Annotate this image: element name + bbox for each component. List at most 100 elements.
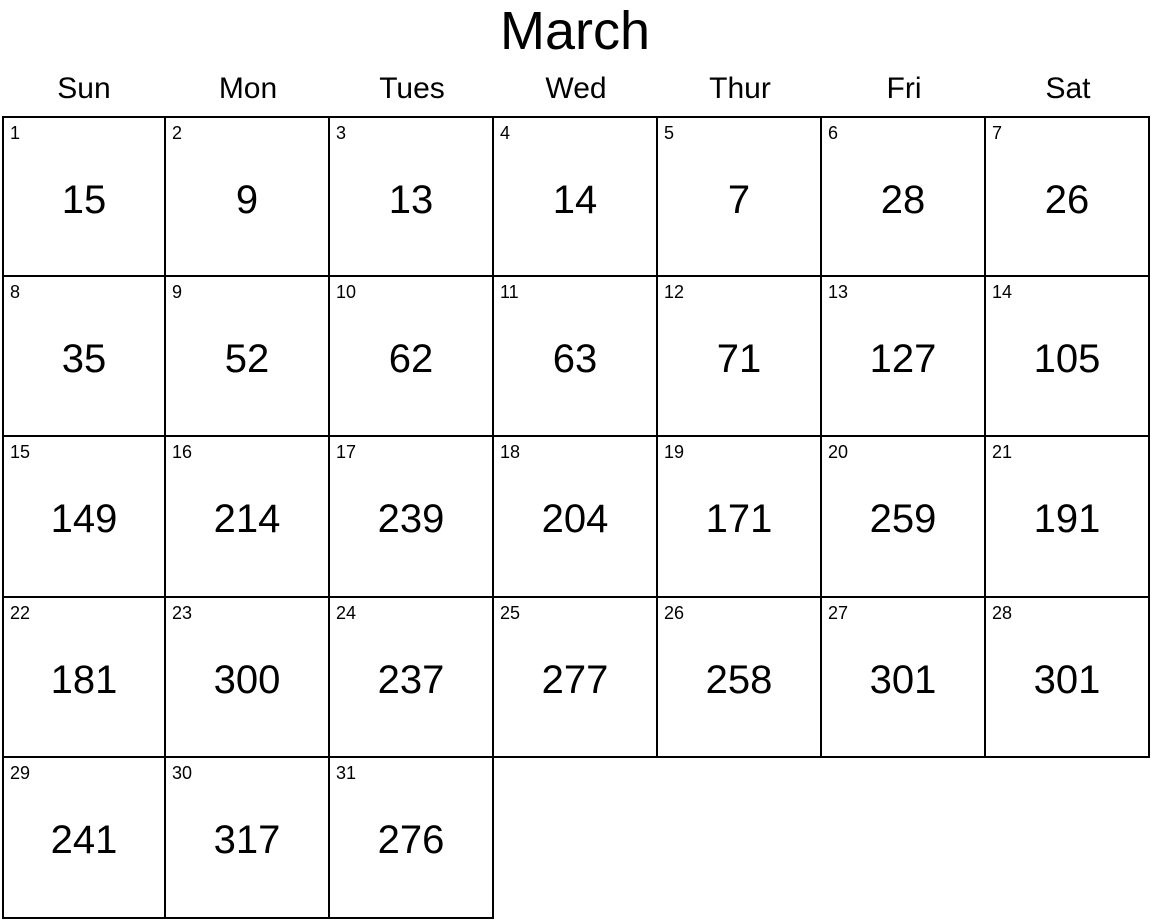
day-number: 3 — [336, 123, 347, 143]
day-number: 27 — [828, 602, 849, 623]
calendar-day-cell: 19 171 — [658, 437, 822, 598]
calendar-day-cell: 26 258 — [658, 597, 822, 758]
day-number: 22 — [10, 602, 31, 623]
day-value: 14 — [552, 178, 598, 222]
day-number: 19 — [664, 442, 685, 462]
day-number: 14 — [992, 281, 1013, 302]
day-value: 9 — [235, 178, 259, 222]
calendar-day-cell: 4 14 — [494, 116, 658, 277]
day-number: 2 — [172, 123, 183, 143]
day-number: 9 — [172, 281, 183, 302]
calendar-day-cell: 7 26 — [986, 116, 1150, 277]
day-number: 20 — [828, 442, 849, 462]
day-number: 7 — [992, 123, 1003, 143]
day-value: 241 — [50, 818, 118, 862]
day-number: 16 — [172, 442, 193, 462]
day-value: 52 — [224, 336, 270, 381]
day-number: 24 — [336, 602, 357, 623]
calendar-day-cell: 31 276 — [330, 758, 494, 919]
day-value: 62 — [388, 336, 434, 381]
calendar-day-cell: 28 301 — [986, 597, 1150, 758]
calendar-day-cell: 1 15 — [2, 116, 166, 277]
day-number: 28 — [992, 602, 1013, 623]
day-value: 214 — [213, 497, 281, 541]
calendar-day-cell: 11 63 — [494, 276, 658, 437]
day-value: 276 — [377, 818, 445, 862]
day-number: 8 — [10, 281, 21, 302]
day-number: 6 — [828, 123, 839, 143]
weekday-label-fri: Fri — [886, 72, 922, 105]
day-value: 105 — [1033, 336, 1101, 381]
calendar-day-cell: 10 62 — [330, 276, 494, 437]
day-value: 15 — [61, 178, 107, 222]
calendar-day-cell: 14 105 — [986, 276, 1150, 437]
day-value: 171 — [705, 497, 773, 541]
day-value: 26 — [1044, 178, 1090, 222]
calendar-day-cell: 3 13 — [330, 116, 494, 277]
day-value: 301 — [869, 657, 937, 702]
day-value: 301 — [1033, 657, 1101, 702]
calendar-day-cell: 29 241 — [2, 758, 166, 919]
weekday-label-mon: Mon — [218, 72, 278, 105]
day-value: 149 — [50, 497, 118, 541]
calendar-day-cell: 21 191 — [986, 437, 1150, 598]
calendar-day-cell: 15 149 — [2, 437, 166, 598]
day-number: 15 — [10, 442, 31, 462]
calendar-day-cell: 6 28 — [822, 116, 986, 277]
calendar-day-cell: 23 300 — [166, 597, 330, 758]
day-value: 127 — [869, 336, 937, 381]
weekday-label-thur: Thur — [709, 72, 771, 105]
weekday-label-tues: Tues — [379, 72, 445, 105]
day-value: 181 — [50, 657, 118, 702]
day-number: 10 — [336, 281, 357, 302]
day-value: 258 — [705, 657, 773, 702]
day-number: 26 — [664, 602, 685, 623]
calendar-day-cell: 13 127 — [822, 276, 986, 437]
day-value: 204 — [541, 497, 609, 541]
weekday-label-wed: Wed — [545, 72, 607, 105]
day-value: 35 — [61, 336, 107, 381]
calendar-day-cell: 17 239 — [330, 437, 494, 598]
calendar-day-cell: 20 259 — [822, 437, 986, 598]
month-title: March — [499, 1, 651, 61]
day-value: 239 — [377, 497, 445, 541]
calendar-grid: 1 15 2 9 3 13 4 14 5 7 6 28 7 26 8 35 9 52 10 62 11 63 12 71 13 1… — [2, 116, 1150, 919]
calendar-day-cell: 30 317 — [166, 758, 330, 919]
calendar-day-cell: 22 181 — [2, 597, 166, 758]
day-value: 7 — [727, 178, 751, 222]
weekday-label-sat: Sat — [1045, 72, 1091, 105]
day-number: 4 — [500, 123, 511, 143]
day-number: 31 — [336, 763, 357, 783]
day-number: 25 — [500, 602, 521, 623]
day-value: 259 — [869, 497, 937, 541]
calendar-day-cell: 27 301 — [822, 597, 986, 758]
calendar-day-cell: 12 71 — [658, 276, 822, 437]
day-number: 12 — [664, 281, 685, 302]
calendar-day-cell: 9 52 — [166, 276, 330, 437]
day-number: 5 — [664, 123, 675, 143]
day-value: 71 — [716, 336, 762, 381]
weekday-label-sun: Sun — [57, 72, 111, 105]
day-value: 28 — [880, 178, 926, 222]
day-number: 29 — [10, 763, 31, 783]
calendar-day-cell: 25 277 — [494, 597, 658, 758]
weekday-header-row: Sun Mon Tues Wed Thur Fri Sat — [2, 66, 1150, 112]
day-number: 1 — [10, 123, 21, 143]
day-value: 277 — [541, 657, 609, 702]
day-value: 63 — [552, 336, 598, 381]
day-number: 13 — [828, 281, 849, 302]
calendar-day-cell: 8 35 — [2, 276, 166, 437]
day-number: 23 — [172, 602, 193, 623]
day-value: 300 — [213, 657, 281, 702]
day-value: 317 — [213, 818, 281, 862]
calendar-day-cell: 24 237 — [330, 597, 494, 758]
day-number: 21 — [992, 442, 1013, 462]
day-value: 191 — [1033, 497, 1101, 541]
calendar-day-cell: 18 204 — [494, 437, 658, 598]
day-value: 237 — [377, 657, 445, 702]
day-number: 18 — [500, 442, 521, 462]
day-number: 11 — [500, 281, 519, 302]
calendar-day-cell: 16 214 — [166, 437, 330, 598]
